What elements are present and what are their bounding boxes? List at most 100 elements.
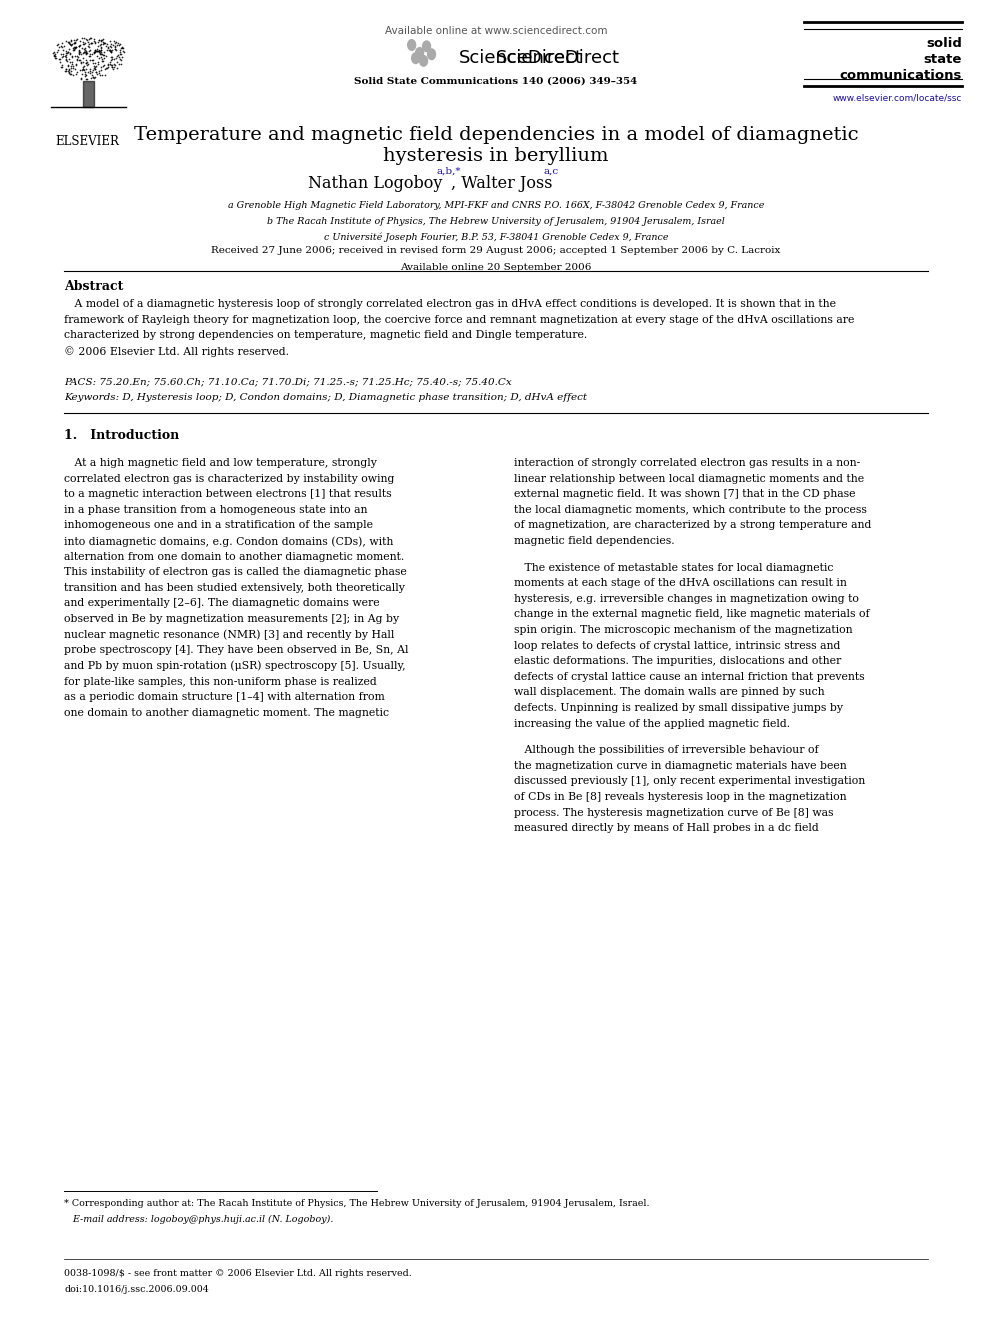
- Point: [68, 53, 84, 74]
- Point: [79, 54, 95, 75]
- Text: This instability of electron gas is called the diamagnetic phase: This instability of electron gas is call…: [64, 568, 408, 577]
- Point: [100, 54, 116, 75]
- Text: magnetic field dependencies.: magnetic field dependencies.: [514, 536, 675, 546]
- Point: [86, 42, 102, 64]
- Point: [80, 37, 96, 58]
- Point: [46, 44, 62, 65]
- Point: [112, 49, 128, 70]
- Point: [85, 66, 101, 87]
- Point: [61, 61, 76, 82]
- Text: observed in Be by magnetization measurements [2]; in Ag by: observed in Be by magnetization measurem…: [64, 614, 400, 624]
- Text: for plate-like samples, this non-uniform phase is realized: for plate-like samples, this non-uniform…: [64, 676, 377, 687]
- Point: [88, 56, 104, 77]
- Point: [62, 64, 78, 85]
- Point: [81, 40, 97, 61]
- Point: [93, 44, 109, 65]
- Point: [49, 41, 64, 62]
- Point: [93, 38, 109, 60]
- Point: [68, 29, 84, 50]
- Point: [96, 46, 112, 67]
- Point: [76, 66, 92, 87]
- Point: [69, 28, 85, 49]
- Point: [93, 56, 109, 77]
- Point: [106, 30, 122, 52]
- Point: [86, 67, 102, 89]
- Point: [71, 34, 87, 56]
- Point: [76, 33, 92, 54]
- Point: [82, 28, 98, 49]
- Point: [75, 48, 91, 69]
- Text: doi:10.1016/j.ssc.2006.09.004: doi:10.1016/j.ssc.2006.09.004: [64, 1285, 209, 1294]
- Point: [105, 58, 121, 79]
- Point: [76, 56, 92, 77]
- Point: [103, 54, 119, 75]
- Point: [95, 29, 111, 50]
- Point: [84, 64, 100, 85]
- Point: [90, 36, 106, 57]
- Point: [53, 48, 68, 69]
- Circle shape: [420, 56, 428, 66]
- Point: [89, 38, 105, 60]
- Point: [53, 44, 68, 65]
- Point: [64, 58, 80, 79]
- Point: [103, 33, 119, 54]
- Point: [75, 58, 91, 79]
- Point: [68, 54, 84, 75]
- Text: 1.   Introduction: 1. Introduction: [64, 429, 180, 442]
- Point: [58, 44, 73, 65]
- Point: [103, 41, 119, 62]
- Point: [55, 36, 70, 57]
- Text: increasing the value of the applied magnetic field.: increasing the value of the applied magn…: [514, 718, 790, 729]
- Point: [104, 40, 120, 61]
- Point: [58, 42, 73, 64]
- Point: [61, 48, 76, 69]
- Point: [82, 33, 98, 54]
- Point: [99, 33, 115, 54]
- Point: [86, 56, 102, 77]
- Circle shape: [416, 48, 424, 58]
- Text: to a magnetic interaction between electrons [1] that results: to a magnetic interaction between electr…: [64, 490, 392, 499]
- Point: [72, 67, 88, 89]
- Point: [101, 40, 117, 61]
- Text: A model of a diamagnetic hysteresis loop of strongly correlated electron gas in : A model of a diamagnetic hysteresis loop…: [64, 299, 836, 310]
- Point: [62, 33, 77, 54]
- Point: [68, 64, 84, 85]
- Point: [91, 48, 107, 69]
- Point: [94, 50, 110, 71]
- Point: [48, 45, 63, 66]
- Circle shape: [428, 49, 435, 60]
- Point: [57, 36, 72, 57]
- Circle shape: [408, 40, 416, 50]
- Point: [104, 49, 120, 70]
- Point: [66, 60, 82, 81]
- Point: [77, 41, 93, 62]
- Text: characterized by strong dependencies on temperature, magnetic field and Dingle t: characterized by strong dependencies on …: [64, 331, 587, 340]
- Point: [103, 46, 119, 67]
- Point: [83, 32, 99, 53]
- Point: [114, 46, 130, 67]
- Point: [105, 34, 121, 56]
- Point: [106, 53, 122, 74]
- Circle shape: [412, 53, 420, 64]
- Point: [108, 40, 124, 61]
- Text: c Université Joseph Fourier, B.P. 53, F-38041 Grenoble Cedex 9, France: c Université Joseph Fourier, B.P. 53, F-…: [323, 233, 669, 242]
- Point: [107, 36, 123, 57]
- Point: [107, 54, 123, 75]
- Point: [100, 37, 116, 58]
- Point: [111, 34, 127, 56]
- Text: ELSEVIER: ELSEVIER: [56, 135, 119, 148]
- Point: [63, 29, 79, 50]
- Point: [113, 49, 129, 70]
- Point: [73, 42, 89, 64]
- Point: [91, 29, 107, 50]
- Point: [63, 56, 79, 77]
- Point: [67, 36, 83, 57]
- Point: [69, 49, 85, 70]
- Point: [85, 49, 101, 70]
- Point: [86, 66, 102, 87]
- Point: [77, 65, 93, 86]
- Point: [95, 45, 111, 66]
- Point: [81, 45, 97, 66]
- Point: [50, 40, 65, 61]
- Point: [84, 62, 100, 83]
